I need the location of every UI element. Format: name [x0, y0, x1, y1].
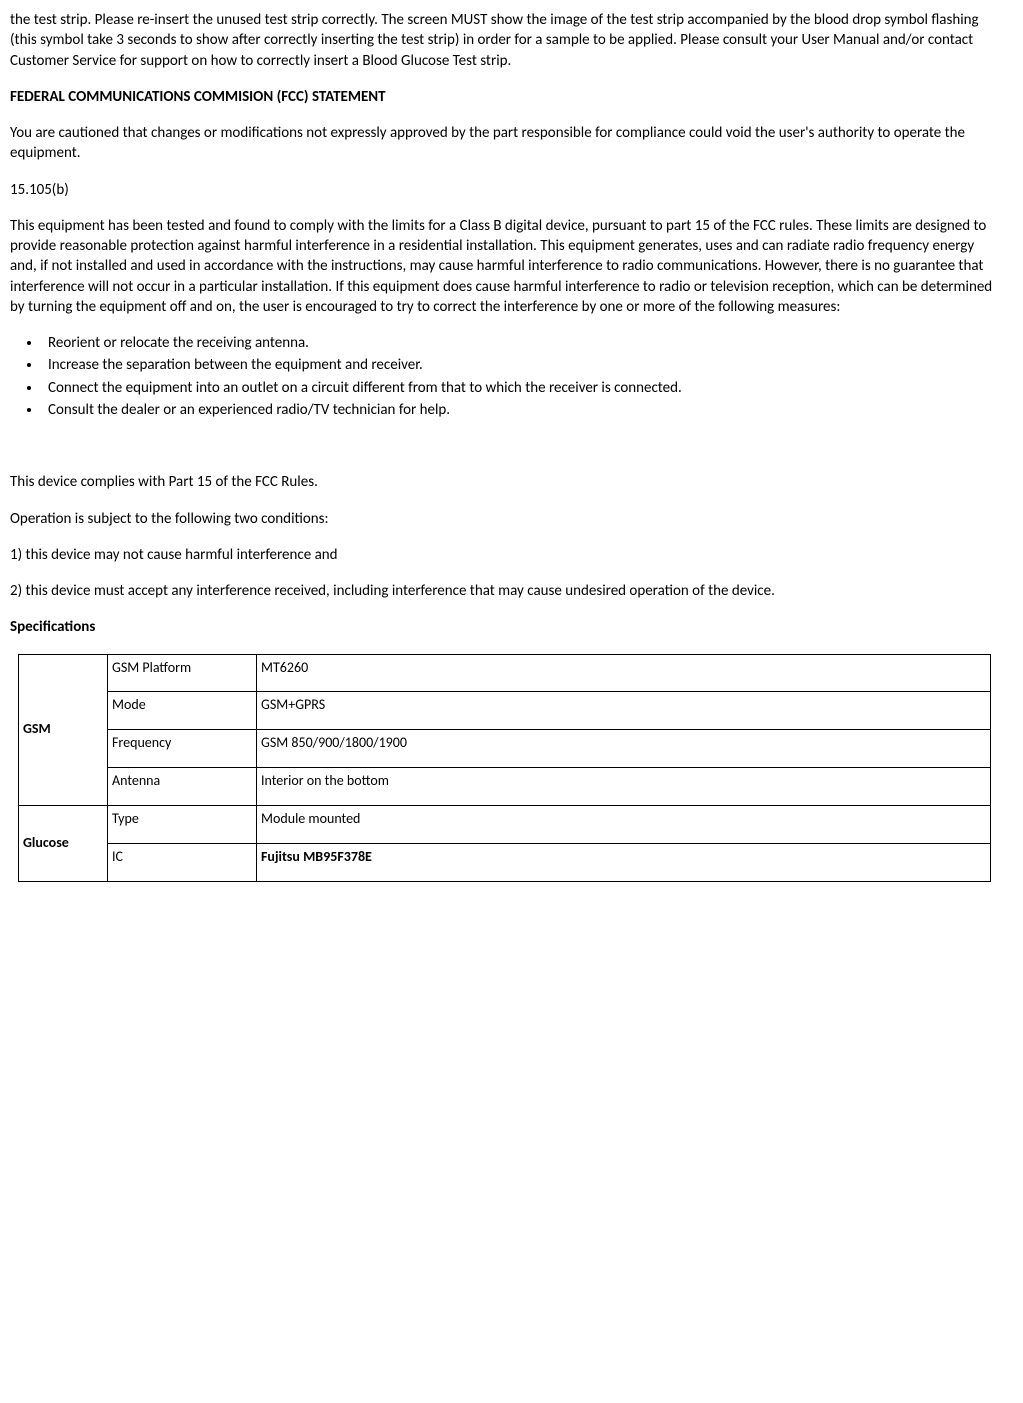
fcc-paragraph-1: You are cautioned that changes or modifi… [10, 123, 1003, 164]
fcc-heading: FEDERAL COMMUNICATIONS COMMISION (FCC) S… [10, 87, 1003, 107]
spec-value: GSM+GPRS [257, 692, 991, 730]
spec-label: Type [108, 806, 257, 844]
spec-label: IC [108, 843, 257, 881]
spec-label: Mode [108, 692, 257, 730]
list-item: Increase the separation between the equi… [42, 355, 1003, 375]
spec-label: Antenna [108, 768, 257, 806]
spec-value: Fujitsu MB95F378E [257, 843, 991, 881]
specs-table: GSM GSM Platform MT6260 Mode GSM+GPRS Fr… [18, 654, 991, 882]
table-row: Glucose Type Module mounted [19, 806, 991, 844]
spec-value: GSM 850/900/1800/1900 [257, 730, 991, 768]
table-row: Antenna Interior on the bottom [19, 768, 991, 806]
fcc-section-number: 15.105(b) [10, 180, 1003, 200]
group-cell-glucose: Glucose [19, 806, 108, 882]
list-item: Connect the equipment into an outlet on … [42, 378, 1003, 398]
condition-2: 2) this device must accept any interfere… [10, 581, 1003, 601]
table-row: Mode GSM+GPRS [19, 692, 991, 730]
group-cell-gsm: GSM [19, 654, 108, 806]
condition-1: 1) this device may not cause harmful int… [10, 545, 1003, 565]
intro-paragraph: the test strip. Please re-insert the unu… [10, 10, 1003, 71]
spec-value: MT6260 [257, 654, 991, 692]
fcc-bullet-list: Reorient or relocate the receiving anten… [10, 333, 1003, 420]
fcc-paragraph-2: This equipment has been tested and found… [10, 216, 1003, 317]
list-item: Reorient or relocate the receiving anten… [42, 333, 1003, 353]
table-row: GSM GSM Platform MT6260 [19, 654, 991, 692]
spec-label: Frequency [108, 730, 257, 768]
operation-text: Operation is subject to the following tw… [10, 509, 1003, 529]
spec-value: Module mounted [257, 806, 991, 844]
complies-text: This device complies with Part 15 of the… [10, 472, 1003, 492]
spec-value: Interior on the bottom [257, 768, 991, 806]
spec-label: GSM Platform [108, 654, 257, 692]
table-row: IC Fujitsu MB95F378E [19, 843, 991, 881]
table-row: Frequency GSM 850/900/1800/1900 [19, 730, 991, 768]
list-item: Consult the dealer or an experienced rad… [42, 400, 1003, 420]
specs-heading: Specifications [10, 617, 1003, 637]
